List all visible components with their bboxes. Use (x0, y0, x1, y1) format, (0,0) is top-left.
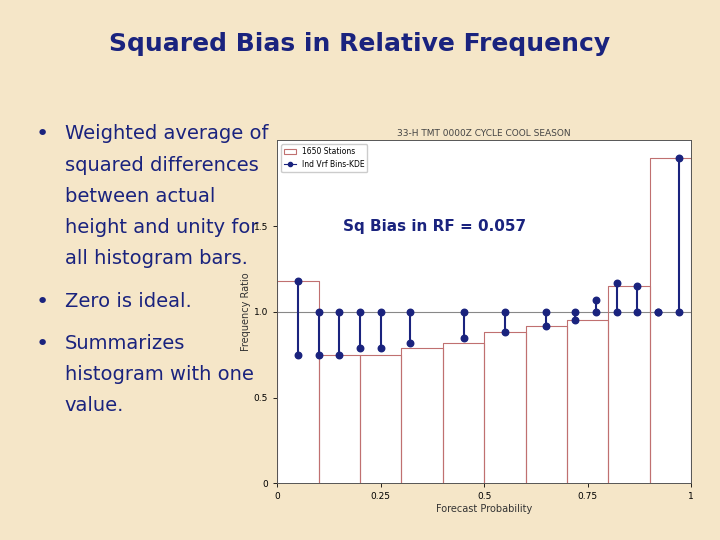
Point (590, 307, 602, 316)
Point (652, 307, 664, 316)
Point (458, 307, 469, 316)
Point (312, 307, 324, 316)
Text: Squared Bias in Relative Frequency: Squared Bias in Relative Frequency (109, 32, 611, 56)
Text: histogram with one: histogram with one (65, 365, 253, 384)
Point (673, 307, 685, 316)
Point (673, 153, 685, 162)
Text: value.: value. (65, 396, 124, 415)
Point (333, 350, 345, 359)
Text: Weighted average of: Weighted average of (65, 124, 269, 143)
Point (354, 343, 366, 352)
Point (541, 321, 552, 330)
Text: •: • (36, 292, 49, 312)
Point (631, 307, 643, 316)
Text: all histogram bars.: all histogram bars. (65, 249, 248, 268)
Point (458, 333, 469, 342)
Point (333, 307, 345, 316)
Point (499, 307, 510, 316)
Title: 33-H TMT 0000Z CYCLE COOL SEASON: 33-H TMT 0000Z CYCLE COOL SEASON (397, 129, 571, 138)
Point (375, 343, 387, 352)
Point (541, 307, 552, 316)
X-axis label: Forecast Probability: Forecast Probability (436, 504, 532, 514)
Point (611, 279, 622, 287)
Point (404, 339, 415, 347)
Text: Sq Bias in RF = 0.057: Sq Bias in RF = 0.057 (343, 219, 526, 234)
Text: Zero is ideal.: Zero is ideal. (65, 292, 192, 310)
Point (570, 307, 581, 316)
Point (312, 350, 324, 359)
Text: squared differences: squared differences (65, 156, 258, 174)
Point (354, 307, 366, 316)
Text: between actual: between actual (65, 187, 215, 206)
Point (375, 307, 387, 316)
Point (404, 307, 415, 316)
Point (499, 328, 510, 337)
Text: height and unity for: height and unity for (65, 218, 258, 237)
Text: •: • (36, 334, 49, 354)
Point (570, 316, 581, 325)
Point (631, 282, 643, 291)
Text: •: • (36, 124, 49, 144)
Point (590, 295, 602, 304)
Point (652, 307, 664, 316)
Y-axis label: Frequency Ratio: Frequency Ratio (241, 273, 251, 351)
Point (611, 307, 622, 316)
Point (292, 350, 304, 359)
Point (292, 276, 304, 285)
Legend: 1650 Stations, Ind Vrf Bins-KDE: 1650 Stations, Ind Vrf Bins-KDE (281, 144, 367, 172)
Text: Summarizes: Summarizes (65, 334, 185, 353)
